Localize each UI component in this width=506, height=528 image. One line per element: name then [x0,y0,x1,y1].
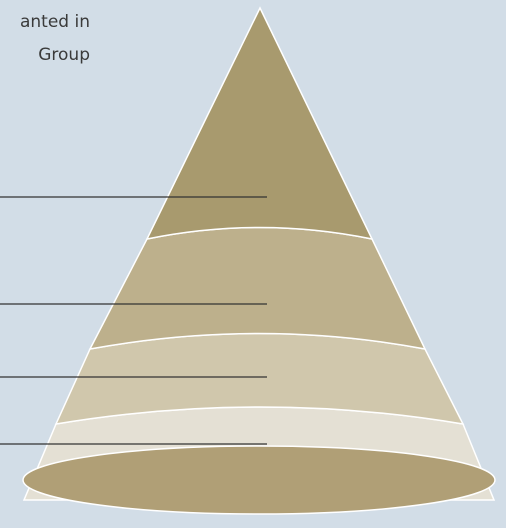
cone-tier-2 [88,226,427,351]
caption-line-2: Group [38,45,90,65]
cone-base [22,445,496,515]
cone-tier-1 [145,6,374,241]
diagram-caption: anted in Group [0,6,90,72]
caption-line-1: anted in [19,12,90,32]
